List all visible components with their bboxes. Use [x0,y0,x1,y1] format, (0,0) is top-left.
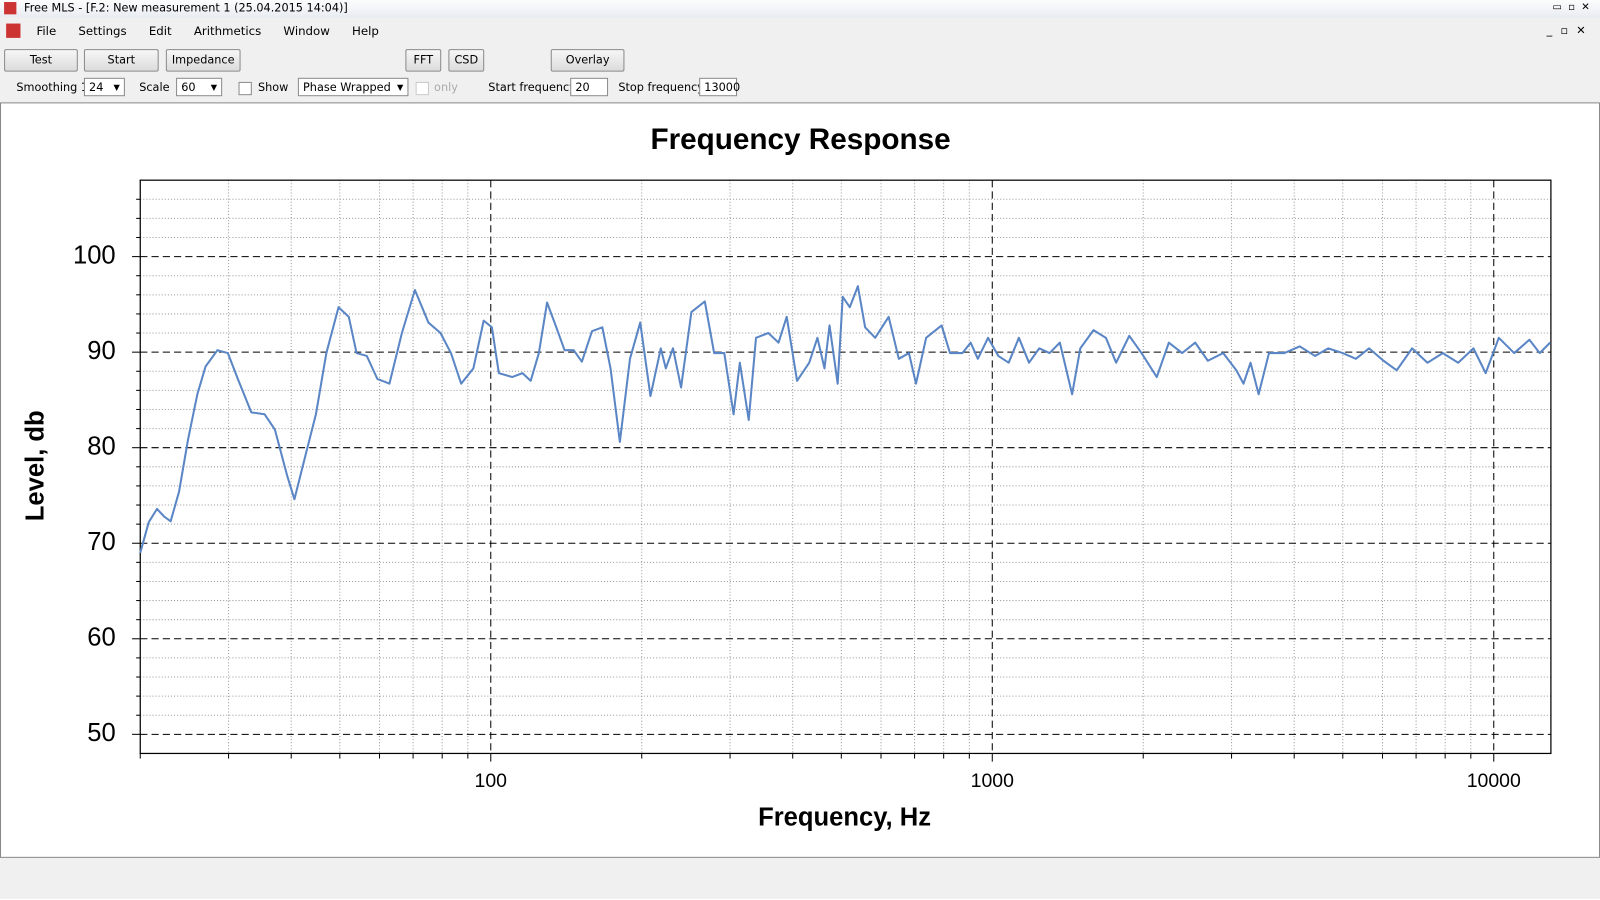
window-title: Free MLS - [F.2: New measurement 1 (25.0… [24,1,348,15]
show-label: Show [257,80,289,95]
x-axis-label: Frequency, Hz [758,804,931,832]
csd-button[interactable]: CSD [448,49,485,72]
y-tick-label: 100 [73,241,116,269]
overlay-button[interactable]: Overlay [550,49,625,72]
y-tick-label: 70 [87,528,115,556]
scale-value: 60 [181,80,196,95]
menu-item[interactable]: Settings [78,23,127,38]
stop-frequency-value: 13000 [704,80,741,95]
phase-value: Phase Wrapped [303,80,391,95]
y-tick-label: 80 [87,432,115,460]
stop-frequency-label: Stop frequency [618,80,704,95]
menu-item[interactable]: File [36,23,57,38]
show-checkbox[interactable] [238,81,252,96]
window-buttons[interactable]: ▭▫✕ [1552,2,1596,14]
plot-frame [139,179,1552,755]
start-frequency-input[interactable]: 20 [570,77,609,97]
only-label: only [434,80,458,95]
smoothing-select[interactable]: 24 ▼ [83,77,125,97]
response-line [139,285,1551,554]
y-tick-label: 90 [87,337,115,365]
menu-bar: File Settings Edit Arithmetics Window He… [0,20,1600,40]
menu-item[interactable]: Help [352,23,379,38]
menu-item[interactable]: Window [283,23,330,38]
menu-item[interactable]: Arithmetics [193,23,262,38]
y-tick-label: 50 [87,719,115,747]
smoothing-label: Smoothing 1/ [16,80,92,95]
start-frequency-label: Start frequency [488,80,576,95]
y-tick-label: 60 [87,624,115,652]
test-button[interactable]: Test [4,49,78,72]
x-tick-label: 10000 [1467,770,1521,792]
app-icon [4,2,17,15]
x-tick-label: 100 [475,770,508,792]
y-axis-label: Level, db [22,410,50,521]
scale-label: Scale [139,80,170,95]
menu-item[interactable]: Edit [148,23,172,38]
title-bar: Free MLS - [F.2: New measurement 1 (25.0… [0,0,1600,18]
chart-panel [0,102,1600,858]
chart-title: Frequency Response [650,123,950,156]
stop-frequency-input[interactable]: 13000 [699,77,741,97]
mdi-buttons[interactable]: _▫✕ [1546,23,1594,37]
start-frequency-value: 20 [575,80,590,95]
phase-select[interactable]: Phase Wrapped ▼ [297,77,409,97]
impedance-button[interactable]: Impedance [165,49,241,72]
scale-select[interactable]: 60 ▼ [176,77,223,97]
only-checkbox [415,81,429,96]
start-button[interactable]: Start [83,49,159,72]
x-tick-label: 1000 [971,770,1014,792]
smoothing-value: 24 [89,80,104,95]
app-icon [6,23,21,38]
fft-button[interactable]: FFT [405,49,442,72]
